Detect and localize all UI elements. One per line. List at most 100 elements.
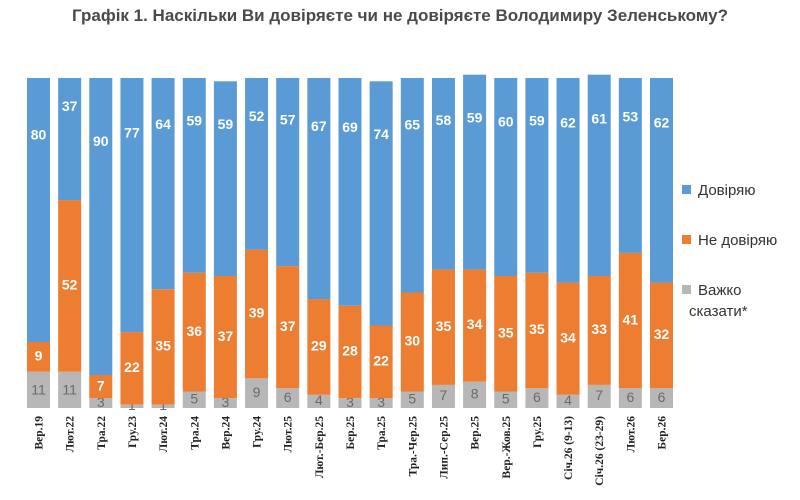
data-label: 4 [564,392,572,408]
bar-segment [400,78,424,293]
bar-segment [120,404,144,408]
x-tick-label: Тра.25 [376,416,388,450]
data-label: 28 [342,343,358,359]
x-tick-label: Лют.25 [283,416,295,453]
bar-segment [151,78,175,290]
x-tick-label: Вер.24 [220,416,232,450]
bar-segment [556,282,580,395]
data-label: 59 [186,113,202,129]
bar-segment [556,78,580,283]
data-label: 30 [405,333,421,349]
data-label: 32 [654,326,670,342]
data-label: 58 [436,112,452,128]
legend-swatch [682,185,691,194]
data-label: 8 [471,386,479,402]
bar-segment [463,381,487,408]
x-tick-label: Лип.-Сер.25 [438,416,450,479]
bar-segment [587,384,611,408]
bar-segment [27,371,50,408]
bar-segment [182,391,206,408]
legend-label-cont: сказати* [689,303,748,320]
data-label: 62 [654,115,670,131]
data-label: 64 [155,116,171,132]
bar-segment [650,388,673,408]
data-label: 41 [623,311,639,327]
x-tick-label: Вер.-Жов.25 [501,416,513,479]
bar-segment [587,74,611,276]
legend-swatch [682,285,691,294]
bar-segment [213,81,237,276]
data-label: 33 [591,321,607,337]
data-label: 77 [124,125,140,141]
data-label: 7 [595,387,603,403]
data-label: 61 [591,111,607,127]
bar-segment [58,200,82,372]
bar-segment [182,272,206,392]
x-tick-label: Тра.-Чер.25 [407,416,419,477]
data-label: 62 [560,115,576,131]
data-label: 52 [249,108,265,124]
bar-segment [89,78,113,375]
bar-segment [431,384,455,408]
bar-segment [338,398,362,408]
bar-segment [369,325,393,399]
data-label: 6 [533,389,541,405]
x-tick-label: Тра.24 [189,416,201,450]
bar-segment [27,342,50,372]
data-label: 6 [284,389,292,405]
data-label: 35 [155,338,171,354]
bar-segment [463,269,487,382]
bar-segment [276,266,300,389]
legend-label: Довіряю [698,182,756,199]
data-label: 57 [280,111,296,127]
bar-segment [307,78,331,300]
bar-segment [400,292,424,392]
data-label: 59 [529,113,545,129]
x-tick-label: Лют.-Бер.25 [314,416,326,478]
data-label: 5 [190,390,198,406]
data-label: 4 [315,392,323,408]
x-tick-label: Бер.25 [345,416,357,450]
data-label: 59 [218,116,234,132]
bar-segment [89,375,113,399]
legend-label: Не довіряю [698,232,777,249]
x-tick-label: Січ.26 (9-13) [563,416,575,480]
bar-segment [58,78,82,201]
data-label: 3 [346,394,354,410]
bars-group: 1198011523737901227713564536593375993952… [27,74,673,413]
data-label: 22 [124,359,140,375]
bar-segment [525,272,549,389]
data-label: 9 [35,348,43,364]
bar-segment [650,78,673,283]
data-label: 37 [62,98,78,114]
data-label: 22 [373,353,389,369]
data-label: 74 [373,126,389,142]
x-tick-label: Гру.25 [532,416,544,448]
bar-segment [245,378,269,408]
data-label: 3 [97,394,105,410]
bar-segment [89,398,113,408]
data-label: 3 [222,394,230,410]
x-axis-ticks: Вер.19 Лют.22 Тра.22 Гру.23 Лют.24 Тра.24 Вер.… [34,416,669,486]
bar-segment [245,249,269,379]
bar-segment [587,276,611,385]
bar-segment [58,371,82,408]
bar-segment [650,282,673,389]
bar-segment [213,398,237,408]
x-tick-label: Тра.22 [96,416,108,450]
x-tick-label: Лют.22 [65,416,77,453]
bar-segment [525,388,549,408]
x-tick-label: Лют.26 [625,416,637,453]
data-label: 5 [408,390,416,406]
x-tick-label: Вер.25 [470,416,482,450]
bar-segment [276,78,300,267]
data-label: 35 [529,321,545,337]
data-label: 6 [658,389,666,405]
data-label: 7 [440,387,448,403]
legend-label: Важко [698,282,741,299]
data-label: 9 [253,384,261,400]
bar-segment [494,276,518,392]
bar-segment [245,78,269,250]
bar-segment [338,78,362,306]
x-tick-label: Січ.26 (23-29) [594,416,606,486]
